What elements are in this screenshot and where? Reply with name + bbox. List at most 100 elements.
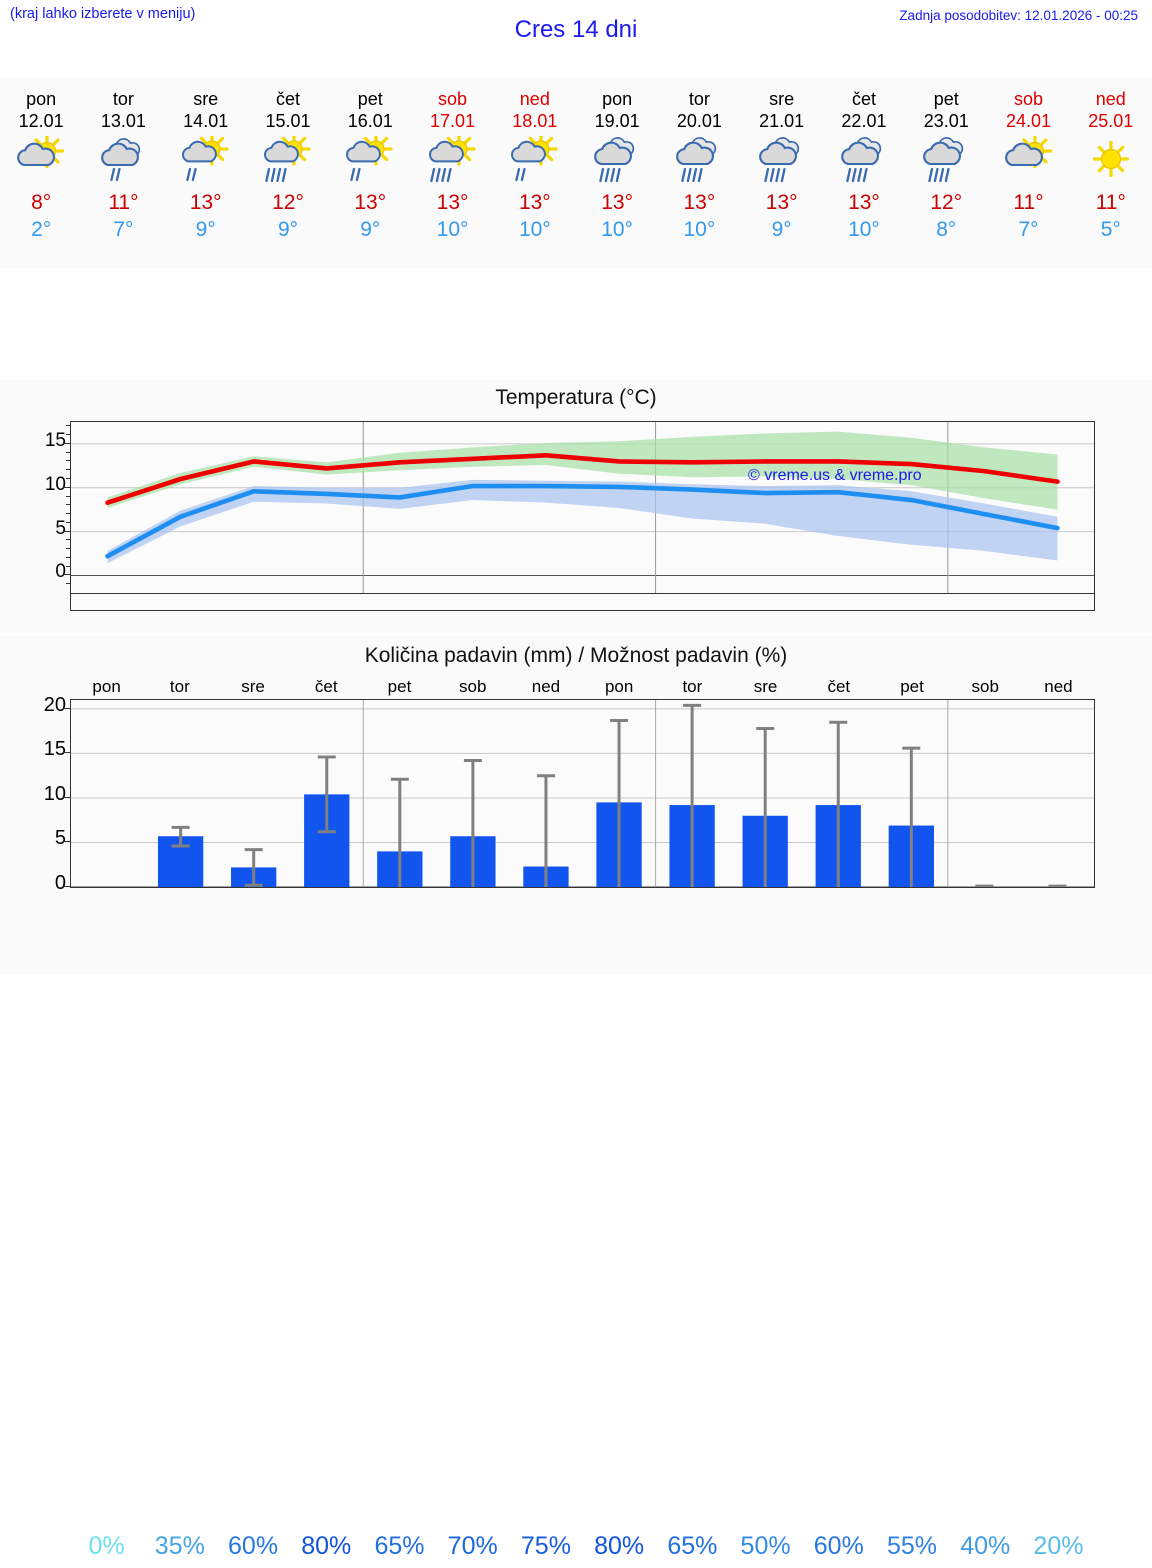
temperature-y-minor-tick <box>66 556 70 558</box>
precipitation-svg <box>71 700 1094 887</box>
day-column[interactable]: ned 18.01 13° 10° <box>494 78 576 268</box>
page-header: (kraj lahko izberete v meniju) Cres 14 d… <box>0 0 1152 78</box>
day-column[interactable]: pon 19.01 13° 10° <box>576 78 658 268</box>
day-column[interactable]: tor 20.01 13° 10° <box>658 78 740 268</box>
precipitation-y-tick <box>63 841 70 843</box>
day-name: pon <box>602 89 633 109</box>
precipitation-day-label: pon <box>92 677 121 696</box>
temperature-y-tick-label: 10 <box>44 473 66 495</box>
temperature-y-minor-tick <box>66 565 70 567</box>
day-column[interactable]: sre 14.01 13° 9° <box>165 78 247 268</box>
temperature-y-minor-tick <box>66 434 70 436</box>
temperature-y-tick-label: 5 <box>55 517 66 539</box>
day-date: 15.01 <box>265 111 311 131</box>
temp-max-value: 11° <box>1095 191 1126 214</box>
weather-icon-wrap <box>13 135 69 187</box>
precipitation-day-label: pet <box>387 677 412 696</box>
precipitation-day-labels: pon tor sre čet pet sob ned pon tor sre čet pet sob n… <box>70 677 1095 699</box>
confidence-band <box>107 479 1058 564</box>
precipitation-day-label: sob <box>971 677 999 696</box>
precipitation-probability-label: 60% <box>813 1532 864 1560</box>
weather-icon-wrap <box>342 135 398 187</box>
day-date: 16.01 <box>347 111 393 131</box>
temp-min-value: 9° <box>771 218 792 241</box>
sun-cloud-rain-heavy-icon <box>264 136 311 183</box>
day-date: 17.01 <box>430 111 476 131</box>
day-column[interactable]: pon 12.01 8° 2° <box>0 78 82 268</box>
temperature-y-minor-tick <box>66 478 70 479</box>
sun-cloud-icon <box>1004 136 1052 169</box>
precipitation-y-tick-label: 15 <box>43 738 66 761</box>
temp-max-value: 12° <box>272 191 304 214</box>
temp-min-value: 9° <box>277 218 299 241</box>
cloud-rain-heavy-icon <box>676 137 717 183</box>
day-column[interactable]: čet 15.01 12° 9° <box>247 78 329 268</box>
day-date: 23.01 <box>923 111 969 131</box>
day-date: 21.01 <box>759 111 805 131</box>
precipitation-probability-label: 35% <box>154 1532 205 1560</box>
day-column[interactable]: tor 13.01 11° 7° <box>82 78 164 268</box>
temperature-y-minor-tick <box>66 583 70 585</box>
day-column[interactable]: pet 23.01 12° 8° <box>905 78 987 268</box>
day-name: pet <box>357 89 383 109</box>
weather-icon-wrap <box>95 135 151 187</box>
day-column[interactable]: sob 24.01 11° 7° <box>987 78 1069 268</box>
weather-icon-wrap <box>589 135 645 187</box>
temperature-y-minor-tick <box>66 469 70 471</box>
precipitation-day-label: čet <box>827 677 851 696</box>
day-name: sre <box>193 89 219 109</box>
precipitation-plot-area <box>70 699 1095 888</box>
temp-min-value: 10° <box>848 218 880 241</box>
precipitation-probability-label: 80% <box>594 1532 645 1560</box>
temp-min-value: 8° <box>936 218 957 241</box>
day-name: tor <box>688 89 710 109</box>
spacer <box>0 268 1152 380</box>
temp-max-value: 12° <box>930 191 963 214</box>
precipitation-y-tick <box>63 752 70 754</box>
page-title: Cres 14 dni <box>514 16 638 43</box>
precipitation-y-tick <box>63 886 70 887</box>
precipitation-day-label: tor <box>169 677 190 696</box>
day-column[interactable]: ned 25.01 11° 5° <box>1070 78 1152 268</box>
temp-min-value: 10° <box>601 218 633 241</box>
menu-hint-text: (kraj lahko izberete v meniju) <box>10 6 196 22</box>
day-date: 25.01 <box>1088 111 1134 131</box>
cloud-rain-heavy-icon <box>594 137 635 183</box>
temp-max-value: 13° <box>601 191 633 214</box>
weather-icon-wrap <box>425 135 481 187</box>
precipitation-probability-label: 20% <box>1033 1532 1084 1560</box>
temp-min-value: 9° <box>195 218 216 241</box>
temperature-y-minor-tick <box>66 460 70 462</box>
temp-min-value: 7° <box>113 218 134 241</box>
temperature-xaxis-band <box>70 594 1095 611</box>
temperature-y-minor-tick <box>66 451 70 453</box>
precipitation-probability-label: 55% <box>886 1532 938 1560</box>
weather-icon-wrap <box>754 135 810 187</box>
temperature-y-minor-tick <box>66 574 70 576</box>
sun-cloud-rain-light-icon <box>181 136 229 182</box>
temp-max-value: 13° <box>683 191 716 214</box>
day-column[interactable]: sre 21.01 13° 9° <box>741 78 823 268</box>
precipitation-probability-label: 60% <box>228 1532 279 1560</box>
temperature-y-minor-tick <box>66 513 70 515</box>
weather-icon-wrap <box>507 135 563 187</box>
temperature-chart-title: Temperatura (°C) <box>495 386 657 409</box>
precipitation-day-label: ned <box>531 677 561 696</box>
day-column[interactable]: pet 16.01 13° 9° <box>329 78 411 268</box>
precipitation-day-label: pet <box>900 677 924 696</box>
temperature-y-minor-tick <box>66 425 70 427</box>
temperature-y-tick-label: 0 <box>55 561 66 583</box>
day-column[interactable]: čet 22.01 13° 10° <box>823 78 905 268</box>
temperature-plot-area <box>70 421 1095 594</box>
precipitation-y-tick-label: 5 <box>54 827 66 850</box>
precipitation-chart-title: Količina padavin (mm) / Možnost padavin … <box>364 644 788 667</box>
confidence-band <box>107 431 1058 510</box>
weather-icon-wrap <box>178 135 234 187</box>
precipitation-y-tick <box>63 796 70 798</box>
last-update-text: Zadnja posodobitev: 12.01.2026 - 00:25 <box>899 8 1138 23</box>
day-column[interactable]: sob 17.01 13° 10° <box>411 78 493 268</box>
temp-max-value: 11° <box>1013 191 1044 214</box>
temperature-line <box>105 453 1060 505</box>
temperature-y-minor-tick <box>66 495 70 497</box>
day-name: ned <box>519 89 550 109</box>
